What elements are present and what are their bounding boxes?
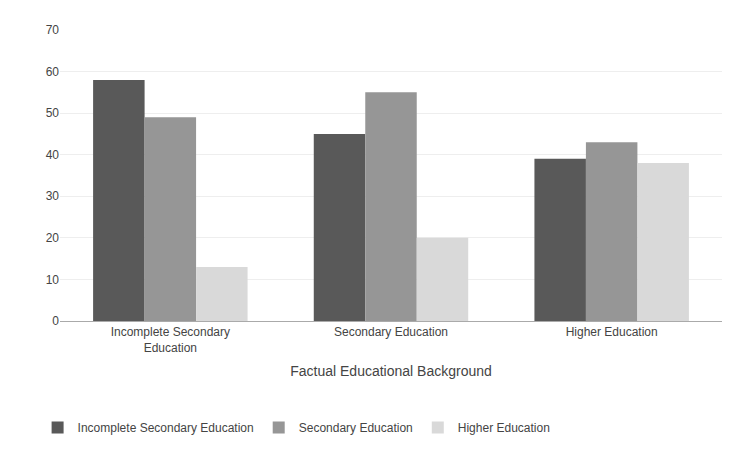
svg-text:Factual Educational Background: Factual Educational Background <box>290 363 492 379</box>
svg-text:20: 20 <box>46 231 60 245</box>
svg-text:Secondary Education: Secondary Education <box>299 421 413 435</box>
svg-text:Higher Education: Higher Education <box>566 325 658 339</box>
svg-text:Incomplete SecondaryEducation: Incomplete SecondaryEducation <box>111 325 230 355</box>
svg-text:Incomplete Secondary Education: Incomplete Secondary Education <box>78 421 254 435</box>
svg-text:50: 50 <box>46 106 60 120</box>
svg-text:10: 10 <box>46 273 60 287</box>
svg-text:30: 30 <box>46 189 60 203</box>
svg-text:40: 40 <box>46 148 60 162</box>
svg-text:70: 70 <box>46 23 60 37</box>
svg-text:Higher Education: Higher Education <box>458 421 550 435</box>
svg-text:Secondary Education: Secondary Education <box>334 325 448 339</box>
svg-text:0: 0 <box>52 314 59 328</box>
svg-text:60: 60 <box>46 65 60 79</box>
